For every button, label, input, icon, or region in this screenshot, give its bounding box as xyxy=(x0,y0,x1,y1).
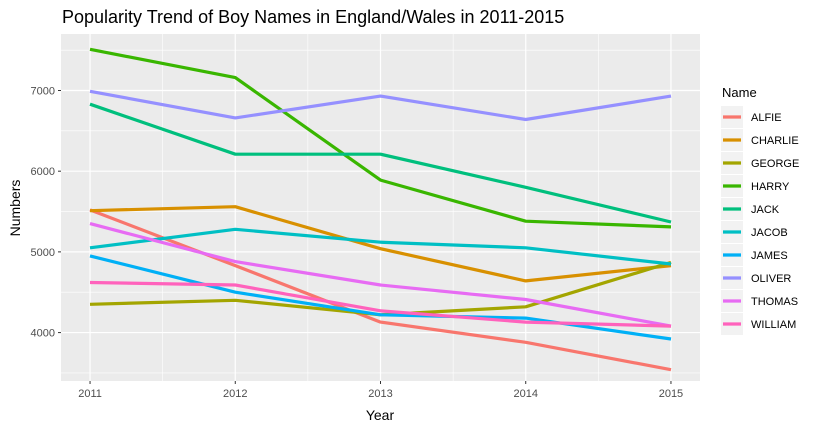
legend-item-jacob: JACOB xyxy=(721,221,788,243)
y-tick-label: 4000 xyxy=(31,328,55,340)
x-tick-label: 2014 xyxy=(513,388,537,400)
legend-items: ALFIE CHARLIE GEORGE HARRY JACK JACOB JAMES OLI… xyxy=(721,106,799,335)
legend-item-alfie: ALFIE xyxy=(721,106,782,128)
x-axis-title: Year xyxy=(366,407,395,423)
y-tick-label: 7000 xyxy=(31,85,55,97)
series-line-harry xyxy=(89,47,672,229)
legend-label-jack: JACK xyxy=(751,204,780,216)
x-tick-label: 2011 xyxy=(78,388,102,400)
legend-label-alfie: ALFIE xyxy=(751,112,782,124)
series-line-william xyxy=(89,280,672,328)
series-lines xyxy=(89,47,672,372)
series-line-alfie xyxy=(89,208,672,372)
legend-label-harry: HARRY xyxy=(751,181,790,193)
legend-item-jack: JACK xyxy=(721,198,780,220)
legend: Name ALFIE CHARLIE GEORGE HARRY JACK JACOB JAM… xyxy=(721,85,799,335)
y-tick-label: 5000 xyxy=(31,247,55,259)
x-tick-label: 2015 xyxy=(659,388,683,400)
legend-title: Name xyxy=(722,85,757,100)
legend-item-harry: HARRY xyxy=(721,175,790,197)
series-line-charlie xyxy=(89,205,672,283)
y-axis: 4000 5000 6000 7000 xyxy=(31,85,61,340)
legend-label-jacob: JACOB xyxy=(751,227,788,239)
x-tick-label: 2013 xyxy=(368,388,392,400)
legend-item-charlie: CHARLIE xyxy=(721,129,799,151)
series-line-jack xyxy=(89,102,672,224)
series-line-thomas xyxy=(89,222,672,328)
legend-item-thomas: THOMAS xyxy=(721,290,798,312)
legend-item-william: WILLIAM xyxy=(721,313,796,335)
y-tick-label: 6000 xyxy=(31,166,55,178)
legend-label-charlie: CHARLIE xyxy=(751,135,799,147)
legend-item-george: GEORGE xyxy=(721,152,799,174)
legend-item-james: JAMES xyxy=(721,244,788,266)
legend-label-james: JAMES xyxy=(751,250,788,262)
legend-label-george: GEORGE xyxy=(751,158,799,170)
legend-label-thomas: THOMAS xyxy=(751,296,798,308)
legend-label-william: WILLIAM xyxy=(751,319,796,331)
x-tick-label: 2012 xyxy=(223,388,247,400)
y-axis-title: Numbers xyxy=(7,180,23,237)
series-line-jacob xyxy=(89,227,672,266)
series-line-oliver xyxy=(89,89,672,122)
series-line-james xyxy=(89,254,672,341)
x-axis: 2011 2012 2013 2014 2015 xyxy=(78,381,683,400)
chart-title: Popularity Trend of Boy Names in England… xyxy=(62,7,564,27)
legend-item-oliver: OLIVER xyxy=(721,267,791,289)
legend-label-oliver: OLIVER xyxy=(751,273,791,285)
